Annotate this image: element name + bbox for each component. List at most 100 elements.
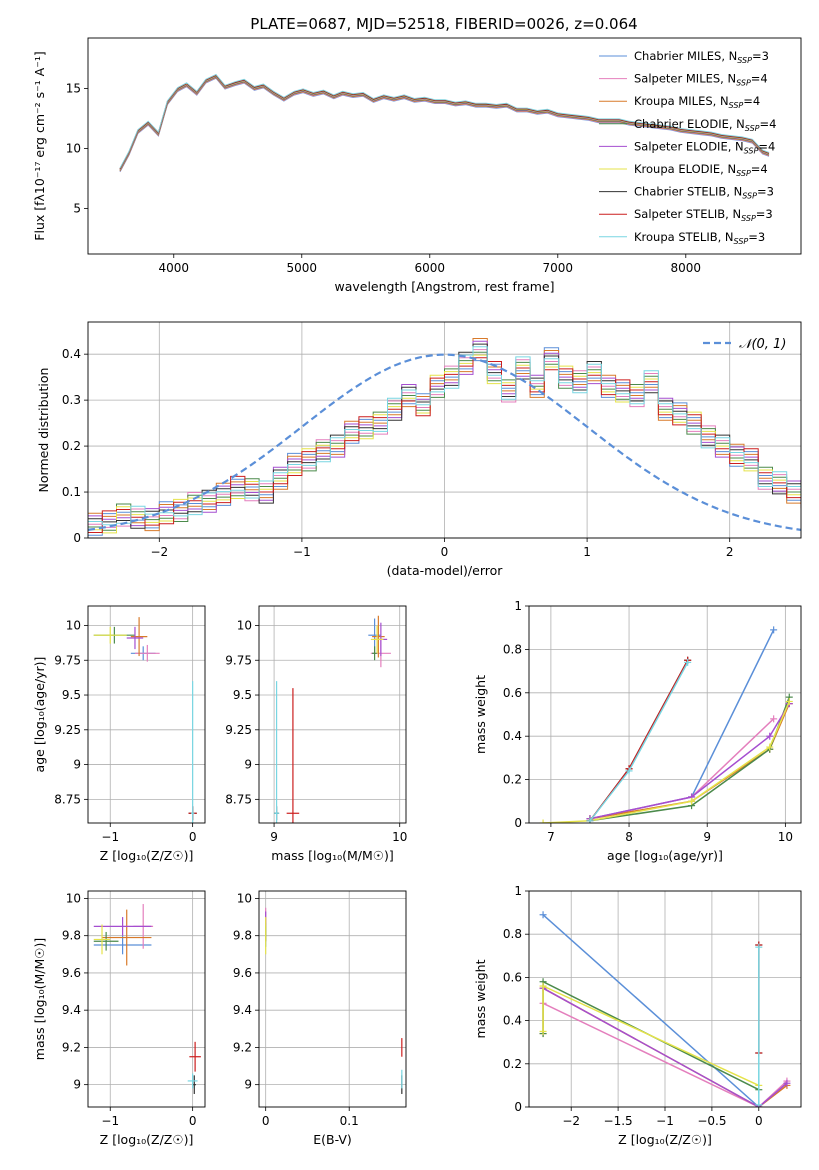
axes-frame xyxy=(258,890,407,1108)
axes-frame xyxy=(87,321,802,539)
x-tick-label: 1 xyxy=(583,545,591,559)
x-axis-label: age [log₁₀(age/yr)] xyxy=(607,848,723,863)
y-tick-label: 0.1 xyxy=(62,485,81,499)
y-tick-label: 9.6 xyxy=(233,966,252,980)
y-tick-label: 9.25 xyxy=(225,723,252,737)
x-tick-label: −2 xyxy=(562,1114,580,1128)
x-tick-label: 0.1 xyxy=(340,1114,359,1128)
y-tick-label: 0 xyxy=(73,531,81,545)
y-axis-label: mass [log₁₀(M/M☉)] xyxy=(32,938,47,1060)
x-tick-label: 7000 xyxy=(543,261,574,275)
axes-frame xyxy=(87,37,802,255)
legend-label: Kroupa MILES, NSSP=4 xyxy=(634,94,760,110)
mass-weight-line-0 xyxy=(542,914,760,1107)
y-tick-label: 9.75 xyxy=(54,653,81,667)
legend-label: 𝒩(0, 1) xyxy=(739,337,786,352)
y-tick-label: 0 xyxy=(514,816,522,830)
x-tick-label: 9 xyxy=(703,830,711,844)
x-tick-label: −2 xyxy=(150,545,168,559)
x-axis-label: E(B-V) xyxy=(313,1132,352,1147)
plot-area xyxy=(539,626,793,823)
panel-spectrum: 4000 5000 6000 7000 8000 5 10 15 wavelength [Ang… xyxy=(32,37,802,294)
plot-area xyxy=(265,907,403,1094)
legend-label: Kroupa ELODIE, NSSP=4 xyxy=(634,162,768,178)
y-tick-label: 0.6 xyxy=(503,686,522,700)
y-tick-label: 9.5 xyxy=(233,688,252,702)
y-tick-label: 10 xyxy=(237,891,252,905)
mass-weight-line-2 xyxy=(589,703,790,820)
x-tick-label: 8000 xyxy=(671,261,702,275)
legend-label: Salpeter MILES, NSSP=4 xyxy=(634,72,768,88)
panel-mass_weight_vs_Z: −2 −1.5 −1 −0.5 0 0 0.2 0.4 0.6 0.8 1 Z [log₁₀(Z/Z☉… xyxy=(473,884,802,1147)
y-tick-label: 10 xyxy=(66,141,81,155)
y-tick-label: 10 xyxy=(66,618,81,632)
legend-label: Salpeter ELODIE, NSSP=4 xyxy=(634,139,775,155)
x-tick-label: 8 xyxy=(625,830,633,844)
panel-age_vs_Z: −1 0 8.75 9 9.25 9.5 9.75 10 Z [log₁₀(Z/Z☉)] age … xyxy=(32,605,206,863)
mass-weight-line-0 xyxy=(589,629,775,820)
y-tick-label: 9.8 xyxy=(233,929,252,943)
axes-frame xyxy=(87,890,206,1108)
x-axis-label: wavelength [Angstrom, rest frame] xyxy=(334,279,554,294)
y-tick-label: 0.2 xyxy=(503,773,522,787)
y-tick-label: 0.2 xyxy=(503,1057,522,1071)
x-tick-label: −1 xyxy=(101,830,119,844)
y-tick-label: 9.5 xyxy=(62,688,81,702)
y-tick-label: 9 xyxy=(244,758,252,772)
y-tick-label: 0 xyxy=(514,1100,522,1114)
x-axis-label: (data-model)/error xyxy=(387,563,504,578)
y-tick-label: 9.8 xyxy=(62,929,81,943)
x-tick-label: 0 xyxy=(755,1114,763,1128)
figure-title: PLATE=0687, MJD=52518, FIBERID=0026, z=0… xyxy=(250,15,637,33)
y-tick-label: 10 xyxy=(66,891,81,905)
y-tick-label: 15 xyxy=(66,81,81,95)
x-tick-label: 10 xyxy=(778,830,793,844)
y-tick-label: 1 xyxy=(514,884,522,898)
x-tick-label: −1 xyxy=(101,1114,119,1128)
y-tick-label: 8.75 xyxy=(54,792,81,806)
legend-label: Chabrier ELODIE, NSSP=4 xyxy=(634,117,776,133)
plot-area xyxy=(119,73,770,173)
y-tick-label: 9.2 xyxy=(62,1040,81,1054)
x-axis-label: Z [log₁₀(Z/Z☉)] xyxy=(618,1132,712,1147)
x-axis-label: mass [log₁₀(M/M☉)] xyxy=(271,848,393,863)
axes-frame xyxy=(87,605,206,824)
histogram-0 xyxy=(88,347,801,536)
axes-frame xyxy=(528,605,802,824)
y-tick-label: 5 xyxy=(73,201,81,215)
y-tick-label: 9.75 xyxy=(225,653,252,667)
y-axis-label: mass weight xyxy=(473,959,488,1038)
histogram-8 xyxy=(88,346,801,526)
x-axis-label: Z [log₁₀(Z/Z☉)] xyxy=(100,1132,194,1147)
y-tick-label: 9 xyxy=(73,1078,81,1092)
x-tick-label: −1 xyxy=(293,545,311,559)
legend-label: Chabrier STELIB, NSSP=3 xyxy=(634,185,774,201)
y-axis-label: age [log₁₀(age/yr)] xyxy=(32,657,47,773)
x-tick-label: 7 xyxy=(547,830,555,844)
y-tick-label: 0.8 xyxy=(503,642,522,656)
y-tick-label: 10 xyxy=(237,618,252,632)
panel-mass_vs_ebv: 0 0.1 9 9.2 9.4 9.6 9.8 10 E(B-V) xyxy=(233,890,407,1147)
axes-frame xyxy=(258,605,407,824)
x-tick-label: 0 xyxy=(189,1114,197,1128)
plot-area xyxy=(93,617,197,823)
x-tick-label: 9 xyxy=(270,830,278,844)
y-tick-label: 9.2 xyxy=(233,1040,252,1054)
y-tick-label: 0.2 xyxy=(62,439,81,453)
y-tick-label: 9 xyxy=(73,758,81,772)
y-tick-label: 0.6 xyxy=(503,970,522,984)
x-tick-label: 4000 xyxy=(158,261,189,275)
y-tick-label: 8.75 xyxy=(225,792,252,806)
x-axis-label: Z [log₁₀(Z/Z☉)] xyxy=(100,848,194,863)
x-tick-label: −0.5 xyxy=(697,1114,726,1128)
y-tick-label: 0.4 xyxy=(503,729,522,743)
plot-area xyxy=(88,338,801,536)
mass-weight-line-1 xyxy=(542,1002,788,1107)
y-axis-label: Flux [fλ10⁻¹⁷ erg cm⁻² s⁻¹ A⁻¹] xyxy=(32,51,47,240)
x-tick-label: 0 xyxy=(189,830,197,844)
legend-label: Chabrier MILES, NSSP=3 xyxy=(634,49,769,65)
x-tick-label: −1.5 xyxy=(604,1114,633,1128)
y-tick-label: 0.8 xyxy=(503,927,522,941)
normal-reference-curve xyxy=(88,353,801,531)
